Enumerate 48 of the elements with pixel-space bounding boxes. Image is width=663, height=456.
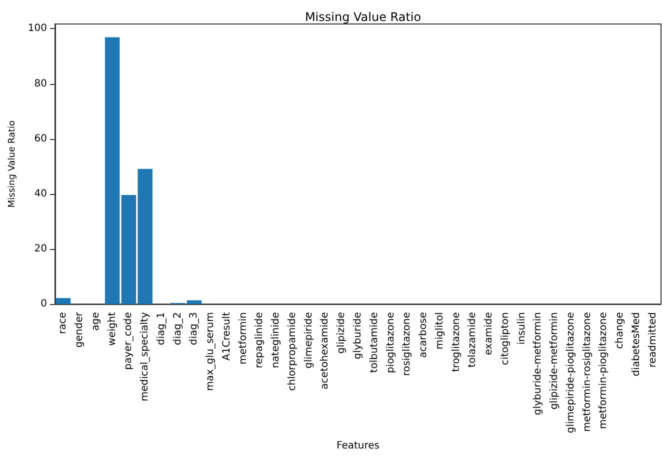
x-tick-label: medical_specialty <box>140 312 151 402</box>
x-tick-label: nateglinide <box>270 312 282 368</box>
x-tick-label: acetohexamide <box>320 312 331 390</box>
x-tick-label: glipizide-metformin <box>549 312 560 410</box>
x-tick-label: rosiglitazone <box>402 312 413 376</box>
x-tick-label: glimepiride-pioglitazone <box>565 312 576 434</box>
x-tick-label: gender <box>74 311 86 348</box>
x-tick-label: tolazamide <box>467 312 478 368</box>
x-tick-label: troglitazone <box>450 312 462 372</box>
x-tick-label: change <box>614 312 626 349</box>
x-tick-label: diag_2 <box>172 312 184 346</box>
y-tick-label: 60 <box>34 133 47 144</box>
x-tick-label: glimepiride <box>303 312 314 368</box>
x-tick-label: metformin <box>238 312 249 364</box>
x-axis-title: Features <box>336 440 380 452</box>
x-tick-label: glyburide-metformin <box>532 312 544 416</box>
y-tick-label: 40 <box>34 188 47 200</box>
x-tick-label: citoglipton <box>500 312 511 366</box>
x-tick-label: diag_3 <box>188 312 200 346</box>
chart-title: Missing Value Ratio <box>304 10 422 24</box>
x-tick-label: acarbose <box>418 312 430 358</box>
y-tick-label: 0 <box>40 298 47 310</box>
x-tick-label: max_glu_serum <box>205 312 216 391</box>
x-tick-label: age <box>90 312 102 331</box>
x-tick-label: weight <box>106 312 118 346</box>
x-tick-label: miglitol <box>434 312 446 350</box>
x-tick-label: glyburide <box>352 312 364 360</box>
bar <box>104 37 120 304</box>
x-tick-label: examide <box>484 312 495 356</box>
x-tick-label: chlorpropamide <box>286 312 298 391</box>
x-tick-label: tolbutamide <box>368 312 380 373</box>
y-tick-label: 80 <box>34 78 47 90</box>
y-tick-label: 20 <box>34 244 47 255</box>
x-tick-label: pioglitazone <box>385 312 396 374</box>
x-tick-label: diag_1 <box>156 312 167 346</box>
x-tick-label: glipizide <box>336 312 348 354</box>
x-tick-label: diabetesMed <box>630 312 642 376</box>
y-tick-label: 100 <box>28 23 47 34</box>
x-tick-label: readmitted <box>647 312 658 368</box>
bar <box>56 298 71 304</box>
x-tick-label: metformin-rosiglitazone <box>582 312 593 432</box>
x-tick-label: metformin-pioglitazone <box>598 312 610 430</box>
x-tick-label: repaglinide <box>254 312 266 368</box>
x-tick-label: payer_code <box>123 312 134 370</box>
y-axis-title: Missing Value Ratio <box>8 120 18 208</box>
x-tick-label: A1Cresult <box>221 312 232 361</box>
x-tick-label: race <box>58 312 69 334</box>
x-tick-label: insulin <box>516 312 528 345</box>
